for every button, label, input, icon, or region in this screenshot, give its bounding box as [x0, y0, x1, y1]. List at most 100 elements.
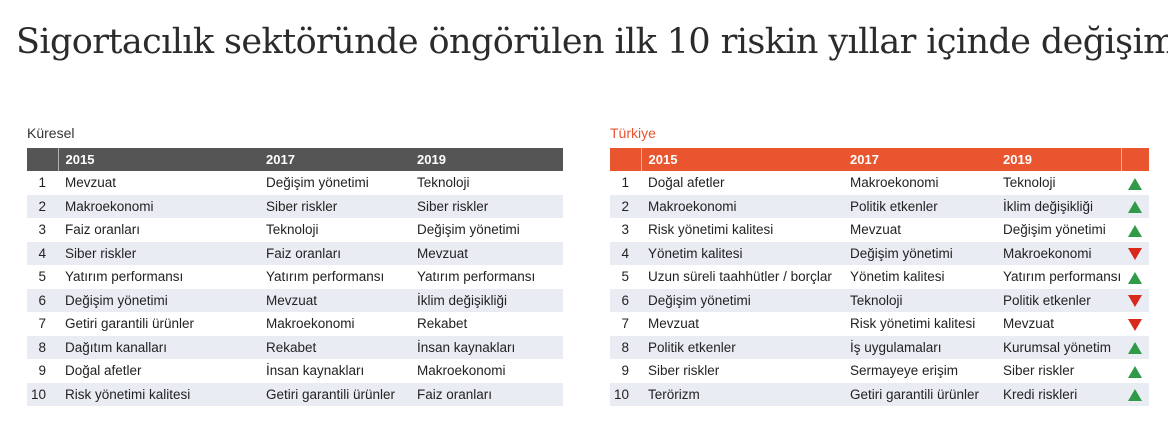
rank-cell: 3 [621, 222, 629, 238]
risk-2017-cell: Yönetim kalitesi [850, 269, 945, 285]
risk-2017-cell: Makroekonomi [266, 316, 355, 332]
risk-2019-cell: Politik etkenler [996, 288, 1121, 312]
rank-cell: 9 [621, 363, 629, 379]
risk-2017-cell: Değişim yönetimi [266, 175, 369, 191]
table-row: 1 Doğal afetler Makroekonomi Teknoloji [610, 171, 1149, 195]
risk-2015-cell: Yönetim kalitesi [641, 241, 843, 265]
risk-2015-cell: Değişim yönetimi [641, 288, 843, 312]
trend-cell [1121, 382, 1149, 406]
risk-2015-cell: Mevzuat [648, 316, 700, 332]
turkey-panel: Türkiye 2015 2017 2019 1 Doğal afetler Mak… [610, 126, 1149, 406]
risk-2019-cell: Makroekonomi [417, 363, 506, 379]
risk-2019-cell: Teknoloji [1003, 175, 1056, 191]
global-risk-table: 2015 2017 2019 1 Mevzuat Değişim yönetimi T… [27, 148, 563, 406]
risk-2015-cell: Siber riskler [58, 241, 259, 265]
risk-2017-cell: Risk yönetimi kalitesi [850, 316, 976, 332]
table-row: 8 Dağıtım kanalları Rekabet İnsan kaynaklar… [27, 335, 563, 359]
table-row: 7 Getiri garantili ürünler Makroekonomi Rek… [27, 312, 563, 336]
table-row: 10 Terörizm Getiri garantili ürünler Kredi … [610, 382, 1149, 406]
risk-2017-cell: Mevzuat [259, 288, 410, 312]
rank-cell: 7 [621, 316, 629, 332]
risk-2015-cell: Mevzuat [65, 175, 117, 191]
rank-cell: 2 [27, 194, 58, 218]
risk-2015-cell: Dağıtım kanalları [58, 335, 259, 359]
trend-cell [1121, 218, 1149, 242]
rank-cell: 4 [610, 241, 641, 265]
trend-cell [1121, 241, 1149, 265]
rank-cell: 9 [38, 363, 46, 379]
column-header-2017: 2017 [843, 148, 996, 171]
table-row: 10 Risk yönetimi kalitesi Getiri garantili… [27, 382, 563, 406]
table-row: 3 Faiz oranları Teknoloji Değişim yönetimi [27, 218, 563, 242]
risk-2015-cell: Getiri garantili ürünler [65, 316, 195, 332]
table-row: 8 Politik etkenler İş uygulamaları Kurumsal… [610, 335, 1149, 359]
risk-2017-cell: Teknoloji [843, 288, 996, 312]
trend-cell [1121, 288, 1149, 312]
risk-2019-cell: İklim değişikliği [410, 288, 563, 312]
trend-cell [1121, 359, 1149, 383]
risk-2015-cell: Doğal afetler [65, 363, 142, 379]
turkey-risk-table: 2015 2017 2019 1 Doğal afetler Makroekonom… [610, 148, 1149, 406]
risk-2017-cell: Getiri garantili ürünler [259, 382, 410, 406]
rank-cell: 10 [27, 382, 58, 406]
risk-2015-cell: Doğal afetler [648, 175, 725, 191]
table-row: 9 Doğal afetler İnsan kaynakları Makroekono… [27, 359, 563, 383]
rank-cell: 4 [27, 241, 58, 265]
rank-cell: 8 [610, 335, 641, 359]
table-row: 1 Mevzuat Değişim yönetimi Teknoloji [27, 171, 563, 195]
rank-cell: 7 [38, 316, 46, 332]
trend-cell [1121, 265, 1149, 289]
table-row: 5 Uzun süreli taahhütler / borçlar Yönetim… [610, 265, 1149, 289]
risk-2019-cell: Faiz oranları [410, 382, 563, 406]
trend-up-icon [1128, 201, 1142, 214]
risk-2015-cell: Risk yönetimi kalitesi [58, 382, 259, 406]
risk-2017-cell: Sermayeye erişim [850, 363, 959, 379]
risk-2015-cell: Siber riskler [648, 363, 720, 379]
risk-2019-cell: Mevzuat [410, 241, 563, 265]
table-row: 7 Mevzuat Risk yönetimi kalitesi Mevzuat [610, 312, 1149, 336]
risk-2019-cell: Yatırım performansı [1003, 269, 1121, 285]
rank-cell: 6 [610, 288, 641, 312]
risk-2017-cell: Rekabet [259, 335, 410, 359]
table-header-row: 2015 2017 2019 [27, 148, 563, 171]
risk-2015-cell: Değişim yönetimi [58, 288, 259, 312]
risk-2017-cell: İş uygulamaları [843, 335, 996, 359]
risk-2017-cell: Siber riskler [259, 194, 410, 218]
risk-2017-cell: Değişim yönetimi [843, 241, 996, 265]
global-panel: Küresel 2015 2017 2019 1 Mevzuat Değişim y… [27, 126, 563, 406]
global-table-body: 1 Mevzuat Değişim yönetimi Teknoloji 2 Makroe… [27, 171, 563, 406]
risk-2015-cell: Risk yönetimi kalitesi [648, 222, 774, 238]
risk-2019-cell: Rekabet [417, 316, 468, 332]
risk-2019-cell: Kredi riskleri [996, 382, 1121, 406]
table-row: 6 Değişim yönetimi Mevzuat İklim değişikliğ… [27, 288, 563, 312]
trend-up-icon [1128, 177, 1142, 190]
page-title: Sigortacılık sektöründe öngörülen ilk 10… [16, 22, 1168, 62]
risk-2017-cell: Yatırım performansı [266, 269, 385, 285]
rank-cell: 8 [27, 335, 58, 359]
risk-2017-cell: Makroekonomi [850, 175, 939, 191]
table-row: 5 Yatırım performansı Yatırım performansı Y… [27, 265, 563, 289]
risk-2019-cell: Kurumsal yönetim [996, 335, 1121, 359]
rank-column-header [610, 148, 642, 171]
rank-cell: 1 [621, 175, 629, 191]
table-row: 6 Değişim yönetimi Teknoloji Politik etkenl… [610, 288, 1149, 312]
trend-down-icon [1128, 295, 1142, 308]
rank-cell: 1 [38, 175, 46, 191]
global-panel-label: Küresel [27, 125, 75, 141]
trend-cell [1121, 312, 1149, 336]
trend-column-header [1121, 148, 1149, 171]
table-row: 2 Makroekonomi Siber riskler Siber riskler [27, 194, 563, 218]
table-header-row: 2015 2017 2019 [610, 148, 1149, 171]
rank-cell: 5 [621, 269, 629, 285]
column-header-2017: 2017 [259, 148, 410, 171]
risk-2015-cell: Faiz oranları [65, 222, 141, 238]
trend-up-icon [1128, 365, 1142, 378]
risk-2017-cell: Getiri garantili ürünler [843, 382, 996, 406]
trend-up-icon [1128, 342, 1142, 355]
trend-down-icon [1128, 318, 1142, 331]
risk-2019-cell: Makroekonomi [996, 241, 1121, 265]
risk-2017-cell: Mevzuat [850, 222, 902, 238]
rank-cell: 10 [610, 382, 641, 406]
risk-2019-cell: Değişim yönetimi [1003, 222, 1106, 238]
table-row: 4 Yönetim kalitesi Değişim yönetimi Makroek… [610, 241, 1149, 265]
